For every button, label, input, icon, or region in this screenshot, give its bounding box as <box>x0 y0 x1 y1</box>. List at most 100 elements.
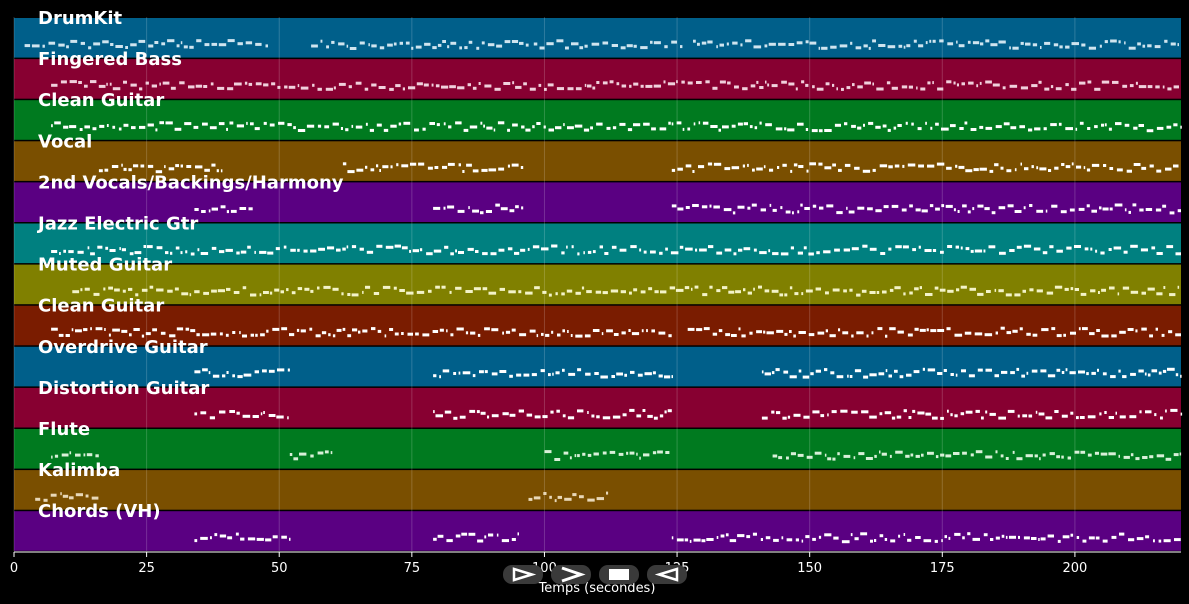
note <box>838 328 841 332</box>
note <box>824 129 832 132</box>
note <box>551 330 554 334</box>
track-lane <box>14 59 1181 99</box>
track-lane <box>14 511 1181 551</box>
note <box>684 286 690 290</box>
note <box>125 46 128 49</box>
note <box>670 251 679 255</box>
note <box>869 291 876 294</box>
next-button[interactable] <box>551 565 591 584</box>
note <box>462 170 465 173</box>
note <box>1031 369 1038 373</box>
note <box>756 80 759 84</box>
note <box>234 82 242 86</box>
note <box>769 203 772 207</box>
note <box>324 125 330 129</box>
note <box>545 333 550 337</box>
note <box>121 248 126 252</box>
note <box>411 46 414 50</box>
note <box>485 210 492 213</box>
note <box>1062 535 1070 539</box>
note <box>119 247 121 251</box>
note <box>196 333 200 337</box>
note <box>1016 367 1020 371</box>
note <box>908 416 912 419</box>
note <box>1108 416 1114 419</box>
note <box>815 287 821 291</box>
note <box>1167 367 1175 371</box>
note <box>365 165 368 169</box>
note <box>567 330 569 333</box>
note <box>737 122 743 126</box>
note <box>484 84 492 88</box>
note <box>332 122 339 126</box>
note <box>701 205 708 209</box>
play-button[interactable] <box>503 565 543 584</box>
note <box>1108 127 1112 131</box>
note <box>358 330 361 334</box>
note <box>1109 207 1113 211</box>
note <box>798 331 806 334</box>
note <box>663 80 666 84</box>
note <box>240 250 247 254</box>
note <box>269 291 273 295</box>
note <box>653 416 658 420</box>
note <box>932 81 934 85</box>
note <box>168 167 175 171</box>
stop-button[interactable] <box>599 565 639 584</box>
note <box>869 373 877 377</box>
note <box>448 125 452 129</box>
note <box>229 410 235 413</box>
note <box>1009 249 1015 252</box>
note <box>1079 81 1086 85</box>
note <box>1147 287 1155 291</box>
note <box>189 293 192 297</box>
note <box>427 166 433 170</box>
note <box>616 372 623 376</box>
note <box>760 538 763 541</box>
note <box>888 374 892 378</box>
note <box>477 333 481 337</box>
note <box>250 333 254 337</box>
note <box>189 45 194 49</box>
note <box>304 287 310 291</box>
note <box>633 123 641 127</box>
note <box>1174 538 1181 542</box>
note <box>1065 368 1068 372</box>
note <box>1060 210 1067 214</box>
note <box>1164 39 1168 43</box>
note <box>90 327 92 331</box>
note <box>1031 537 1037 540</box>
note <box>218 122 225 126</box>
note <box>194 412 198 416</box>
note <box>450 252 454 256</box>
note <box>152 328 157 332</box>
note <box>836 211 843 215</box>
note <box>512 81 515 85</box>
note <box>1087 415 1096 419</box>
note <box>639 456 641 460</box>
note <box>1039 457 1041 461</box>
note <box>1025 454 1033 458</box>
note <box>90 80 97 84</box>
note <box>1177 285 1180 289</box>
note <box>616 82 620 86</box>
note <box>387 43 393 47</box>
note <box>227 536 233 540</box>
track-lane <box>14 182 1181 222</box>
note <box>51 124 53 128</box>
note <box>731 124 736 128</box>
note <box>868 121 874 125</box>
note <box>501 539 509 543</box>
note <box>491 372 498 376</box>
note <box>525 43 529 47</box>
note <box>1124 123 1130 127</box>
note <box>348 85 352 89</box>
note <box>621 84 627 88</box>
note <box>42 44 45 48</box>
prev-button[interactable] <box>647 565 687 584</box>
note <box>574 454 577 458</box>
note <box>965 247 970 251</box>
note <box>918 44 924 48</box>
note <box>293 457 299 461</box>
note <box>876 291 880 294</box>
